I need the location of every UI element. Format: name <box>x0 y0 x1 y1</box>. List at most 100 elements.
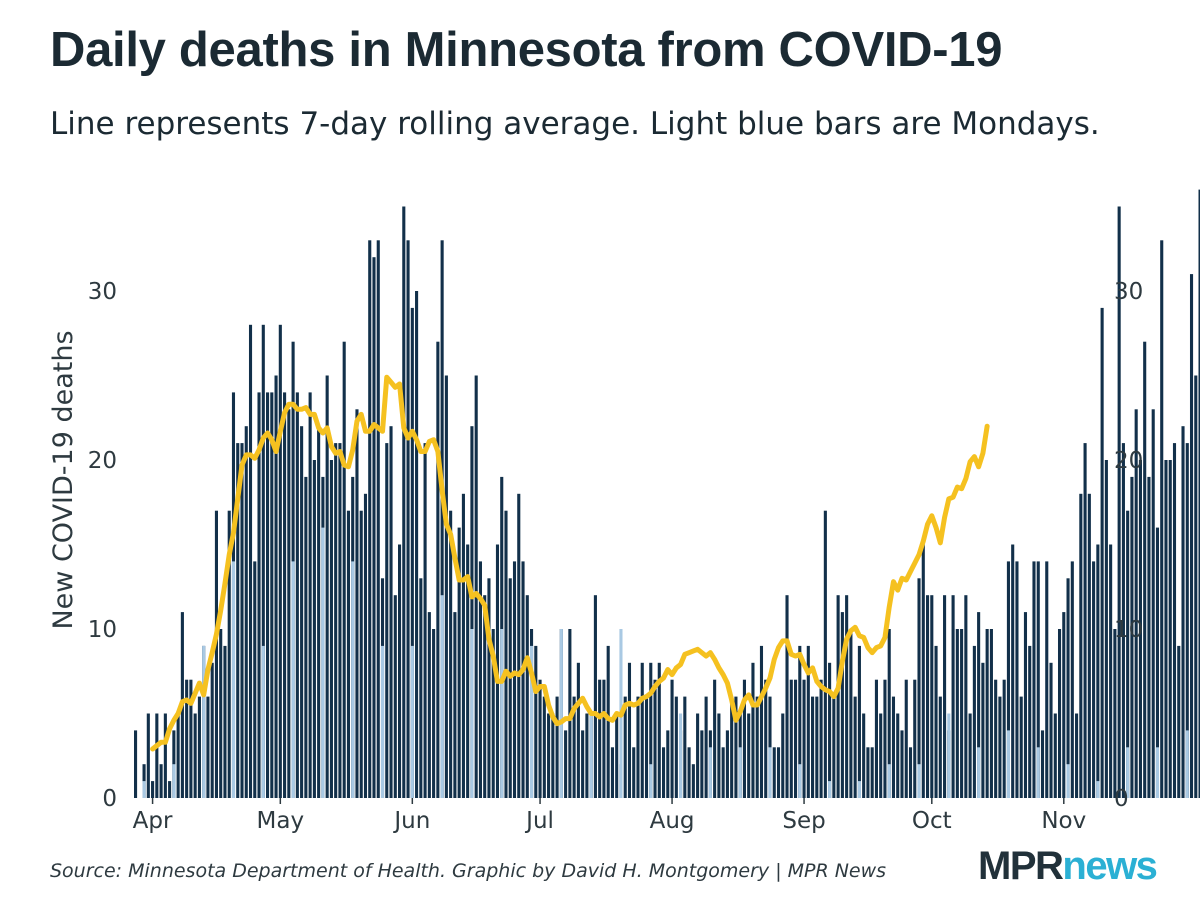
bar <box>819 679 823 798</box>
bar <box>602 679 606 798</box>
bar <box>1028 645 1032 798</box>
monday-bar <box>202 645 206 798</box>
bar <box>1194 375 1198 798</box>
bar <box>811 696 815 798</box>
bar <box>585 713 589 798</box>
bar <box>815 696 819 798</box>
source-note: Source: Minnesota Department of Health. … <box>50 860 887 882</box>
bar <box>325 375 329 798</box>
bar <box>525 595 529 798</box>
bar <box>300 426 304 798</box>
monday-bar <box>1126 747 1130 798</box>
bar <box>346 510 350 798</box>
bar <box>1040 730 1045 798</box>
bar <box>1121 443 1125 798</box>
bar <box>849 629 853 798</box>
monday-bar <box>142 781 146 798</box>
bar <box>163 713 167 798</box>
y-tick-label-right: 0 <box>1114 786 1129 812</box>
bar <box>1002 679 1006 798</box>
bar <box>828 662 832 798</box>
chart-title: Daily deaths in Minnesota from COVID-19 <box>50 23 1003 77</box>
bar <box>960 629 964 798</box>
bar <box>210 662 214 798</box>
bar <box>1049 662 1053 798</box>
bar <box>891 696 896 798</box>
bar <box>687 747 691 798</box>
bar <box>274 375 278 798</box>
bar <box>185 679 189 798</box>
bar <box>934 645 938 798</box>
bar <box>449 510 453 798</box>
bar <box>159 764 163 798</box>
monday-bar <box>172 764 176 798</box>
bar <box>1151 409 1155 798</box>
bar <box>219 629 223 798</box>
bar <box>857 645 861 798</box>
bar <box>870 747 874 798</box>
bar <box>887 629 891 798</box>
bar <box>853 696 857 798</box>
bar <box>938 696 942 798</box>
bar <box>244 426 248 798</box>
x-tick-label: Apr <box>133 808 173 834</box>
bar <box>432 629 436 798</box>
bar <box>402 206 406 798</box>
bar <box>985 629 989 798</box>
bar <box>900 730 904 798</box>
y-tick-label-left: 30 <box>88 279 117 305</box>
bar <box>355 409 359 798</box>
monday-bar <box>261 645 265 798</box>
bar <box>951 595 955 798</box>
bar <box>1057 629 1062 798</box>
bar <box>653 679 657 798</box>
bar <box>551 713 555 798</box>
monday-bar <box>410 645 414 798</box>
bar <box>389 426 393 798</box>
bar <box>1155 527 1160 798</box>
bar <box>223 645 227 798</box>
x-tick-label: Nov <box>1041 808 1086 834</box>
bar <box>189 679 193 798</box>
x-tick-label: Aug <box>650 808 695 834</box>
bar <box>896 713 900 798</box>
mpr-news-logo: MPRnews <box>978 844 1158 888</box>
monday-bar <box>679 713 683 798</box>
y-tick-label-left: 0 <box>102 786 117 812</box>
x-tick-label: May <box>257 808 305 834</box>
monday-bar <box>559 629 563 798</box>
bar <box>1138 460 1142 798</box>
monday-bar <box>589 713 593 798</box>
bar <box>312 460 316 798</box>
bar <box>713 679 717 798</box>
bar <box>913 679 917 798</box>
bar <box>917 578 921 798</box>
bar <box>1130 476 1134 798</box>
bar <box>214 510 218 798</box>
monday-bar <box>1185 730 1189 798</box>
bar <box>517 493 521 798</box>
bar <box>457 527 461 798</box>
bar <box>1062 612 1066 798</box>
bar <box>227 510 231 798</box>
bar <box>1126 510 1130 798</box>
bar <box>581 730 585 798</box>
bar <box>555 696 559 798</box>
bar <box>368 240 372 799</box>
bar <box>1083 443 1087 798</box>
monday-bar <box>500 629 504 798</box>
bar <box>751 662 755 798</box>
bar <box>615 713 619 798</box>
bar <box>879 713 883 798</box>
bar <box>981 662 985 798</box>
bar <box>474 375 478 798</box>
bar <box>253 561 257 798</box>
bar <box>155 713 159 798</box>
monday-bar <box>798 764 802 798</box>
logo-mpr: MPR <box>978 844 1064 888</box>
bar <box>1053 713 1057 798</box>
bar <box>168 781 172 798</box>
bar <box>874 679 878 798</box>
bar <box>206 696 210 798</box>
